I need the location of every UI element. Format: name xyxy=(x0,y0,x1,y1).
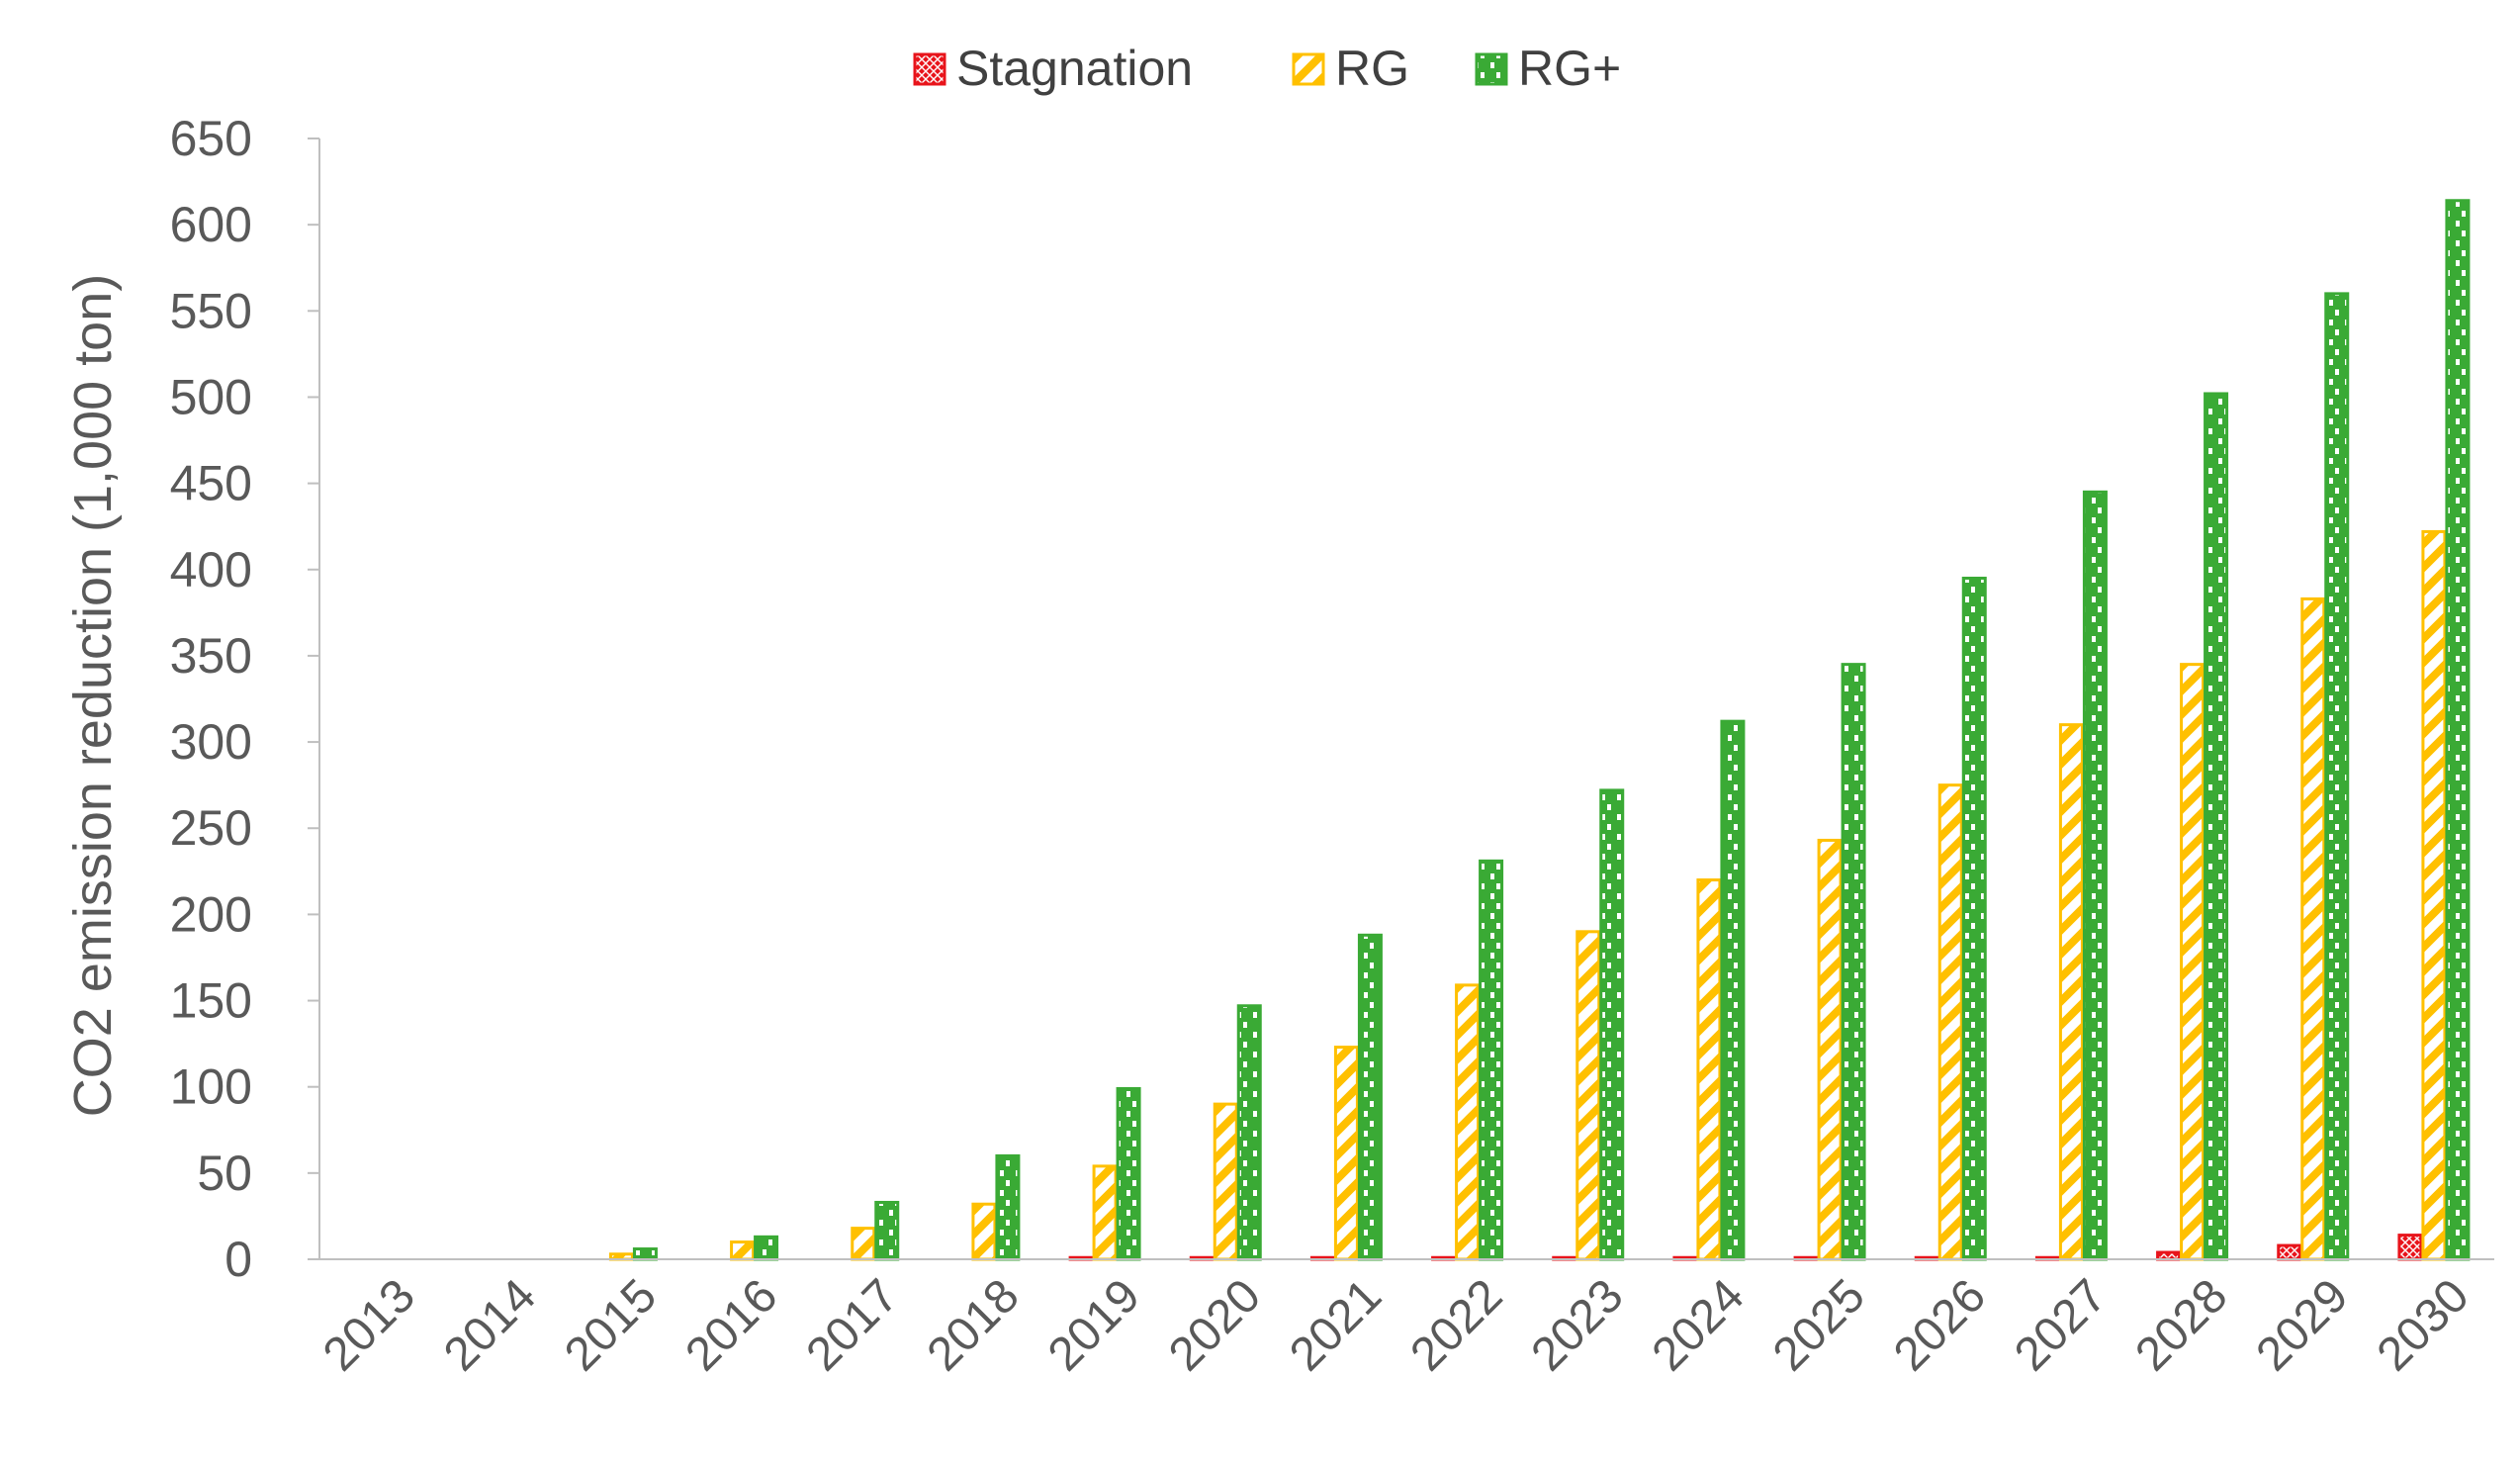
x-axis-ticks: 2013 2014 2015 2016 2017 2018 2019 2020 2021 2022… xyxy=(314,1269,2479,1381)
bar xyxy=(995,1153,1021,1261)
bar xyxy=(2421,529,2447,1261)
bar xyxy=(2445,199,2471,1261)
bar xyxy=(2204,392,2229,1261)
bar xyxy=(1575,930,1601,1261)
legend-label: Stagnation xyxy=(956,41,1193,96)
x-tick-label: 2016 xyxy=(675,1269,787,1381)
legend: Stagnation RG RG+ xyxy=(913,41,1621,96)
x-tick-label: 2024 xyxy=(1643,1269,1755,1381)
y-tick-label: 300 xyxy=(170,714,252,770)
x-tick-label: 2015 xyxy=(555,1269,667,1381)
y-tick-label: 150 xyxy=(170,973,252,1029)
y-tick-label: 450 xyxy=(170,456,252,511)
x-tick-label: 2014 xyxy=(434,1269,546,1381)
y-tick-label: 350 xyxy=(170,628,252,684)
legend-swatch xyxy=(1475,52,1508,86)
x-tick-label: 2019 xyxy=(1038,1269,1150,1381)
legend-item: Stagnation xyxy=(913,41,1193,96)
bar xyxy=(1092,1164,1118,1261)
bar xyxy=(2058,723,2084,1261)
x-tick-label: 2013 xyxy=(314,1269,425,1381)
legend-label: RG xyxy=(1335,41,1409,96)
bar xyxy=(2277,1243,2302,1261)
x-tick-label: 2018 xyxy=(918,1269,1030,1381)
bar xyxy=(1937,783,1963,1261)
bar xyxy=(1455,983,1481,1261)
legend-item: RG xyxy=(1292,41,1409,96)
y-tick-label: 500 xyxy=(170,369,252,424)
bar xyxy=(730,1240,756,1261)
bar xyxy=(2082,490,2108,1261)
x-tick-label: 2025 xyxy=(1763,1269,1875,1381)
y-tick-label: 50 xyxy=(197,1146,252,1201)
x-tick-label: 2021 xyxy=(1280,1269,1392,1381)
y-tick-label: 0 xyxy=(225,1232,252,1287)
bar xyxy=(1841,663,1866,1261)
y-axis-ticks: 0 50 100 150 200 250 300 350 400 450 500 550 600 650 xyxy=(170,111,319,1287)
y-tick-label: 200 xyxy=(170,886,252,942)
bar xyxy=(1961,576,1987,1261)
bar xyxy=(2180,663,2205,1261)
bar xyxy=(1213,1102,1238,1261)
y-tick-label: 550 xyxy=(170,283,252,338)
y-axis-title: CO2 emission reduction (1,000 ton) xyxy=(63,274,123,1117)
bar xyxy=(754,1235,779,1261)
legend-swatch xyxy=(1292,52,1325,86)
x-tick-label: 2020 xyxy=(1159,1269,1271,1381)
series-rg- xyxy=(632,199,2471,1261)
bar xyxy=(1116,1086,1141,1261)
bar xyxy=(1599,788,1625,1261)
bar xyxy=(632,1247,658,1261)
x-tick-label: 2030 xyxy=(2368,1269,2479,1381)
bar xyxy=(1479,859,1504,1261)
bar xyxy=(1817,838,1843,1261)
bar xyxy=(1236,1004,1262,1261)
bar xyxy=(2324,292,2350,1261)
x-tick-label: 2023 xyxy=(1522,1269,1634,1381)
bar xyxy=(1357,933,1383,1261)
legend-label: RG+ xyxy=(1518,41,1621,96)
x-tick-label: 2026 xyxy=(1884,1269,1996,1381)
x-tick-label: 2029 xyxy=(2247,1269,2359,1381)
y-tick-label: 400 xyxy=(170,542,252,597)
bar xyxy=(971,1202,997,1261)
bar xyxy=(2300,596,2326,1261)
bar xyxy=(2397,1234,2423,1261)
bar xyxy=(1333,1046,1359,1261)
y-tick-label: 650 xyxy=(170,111,252,166)
y-tick-label: 600 xyxy=(170,197,252,252)
x-tick-label: 2027 xyxy=(2005,1269,2116,1381)
y-tick-label: 250 xyxy=(170,800,252,856)
bar xyxy=(1696,878,1722,1261)
legend-swatch xyxy=(913,52,946,86)
bar xyxy=(874,1200,900,1261)
series-rg xyxy=(608,529,2447,1261)
y-tick-label: 100 xyxy=(170,1059,252,1115)
x-tick-label: 2022 xyxy=(1400,1269,1512,1381)
legend-item: RG+ xyxy=(1475,41,1621,96)
x-tick-label: 2017 xyxy=(797,1269,909,1381)
x-tick-label: 2028 xyxy=(2125,1269,2237,1381)
bar xyxy=(851,1227,876,1261)
bar xyxy=(2156,1250,2182,1261)
bars xyxy=(608,199,2471,1261)
bar xyxy=(1720,719,1746,1261)
axes xyxy=(318,138,2494,1260)
